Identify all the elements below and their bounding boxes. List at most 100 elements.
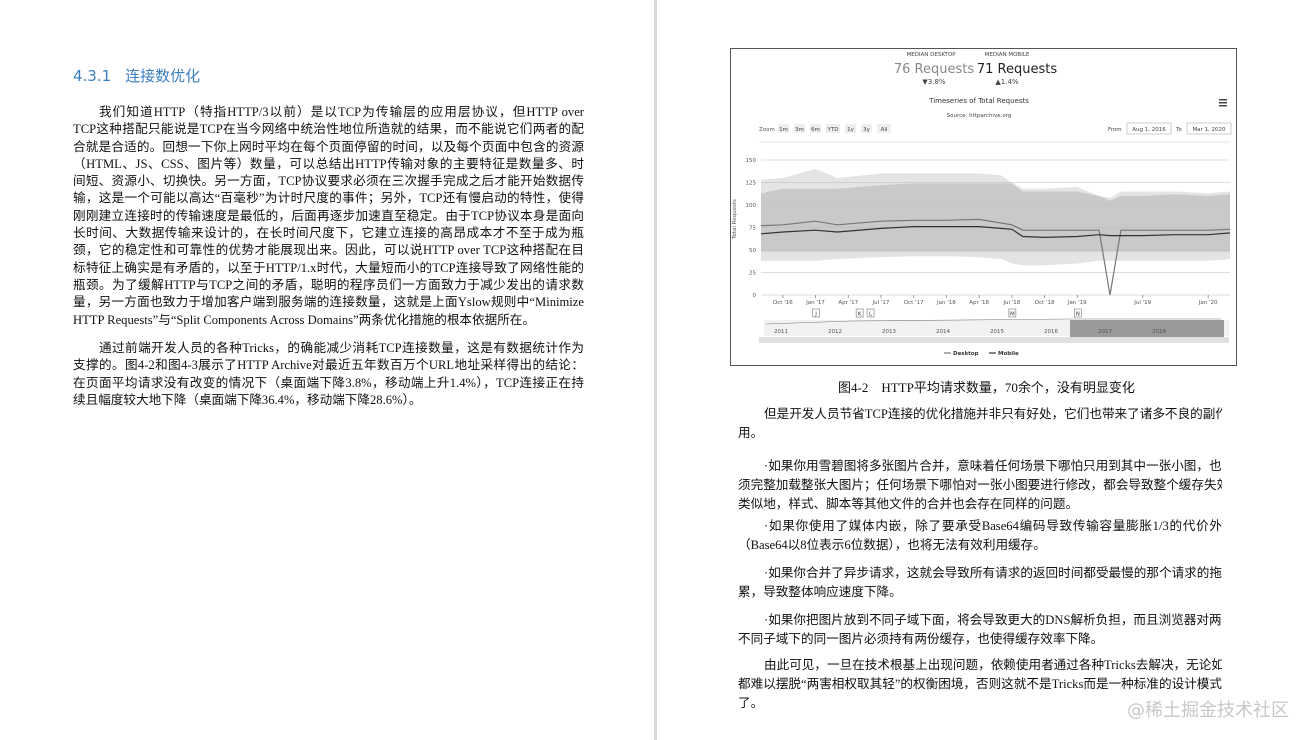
legend-item-mobile[interactable]: Mobile [998,351,1019,357]
median-mobile-value: 71 Requests [977,62,1057,77]
text-line: 在页面平均请求没有改变的情况下（桌面端下降3.8%，移动端上升1.4%），TCP… [73,375,584,390]
text-line: 长时间、大数据传输来设计的，在长时间尺度下，它建立连接的高昂成本才不至于成为瓶 [73,226,584,241]
paragraph: 我们知道HTTP（特指HTTP/3以前）是以TCP为传输层的应用层协议，但HTT… [73,104,584,329]
y-tick-label: 75 [749,226,756,232]
event-flag [1074,308,1082,318]
to-date-value: Mar 1, 2020 [1192,127,1226,133]
y-tick-label: 150 [746,158,757,164]
hamburger-menu-icon[interactable] [1219,99,1227,101]
text-line: 了。 [738,696,764,710]
zoom-button-label: 3m [795,127,804,133]
text-line: 由此可见，一旦在技术根基上出现问题，依赖使用者通过各种Tricks去解决，无论如… [764,658,1222,672]
text-line: 合就是合适的。回想一下你上网时平均在每个页面停留的时间，以及每个页面中包含的资源 [73,139,584,154]
navigator-year-label: 2014 [936,329,950,335]
text-line: 标特征上确实是有矛盾的，以至于HTTP/1.x时代，大量短而小的TCP连接导致了… [73,260,584,275]
zoom-button-label: All [881,127,888,133]
zoom-button-ytd[interactable] [826,124,840,133]
text-line: 颈，它的稳定性和可靠性的优势才能展现出来。因此，可以说HTTP over TCP… [73,243,584,258]
text-line: （HTML、JS、CSS、图片等）数量，可以总结出HTTP传输对象的主要特征是数… [73,156,584,171]
event-flag [866,308,875,318]
text-line: 我们知道HTTP（特指HTTP/3以前）是以TCP为传输层的应用层协议，但HTT… [99,105,584,119]
legend-item-desktop[interactable]: Desktop [953,351,979,357]
text-line: 通过前端开发人员的各种Tricks，的确能减少消耗TCP连接数量，这是有数据统计… [99,341,584,355]
text-line: 不同子域下的同一图片必须持有两份缓存，也使得缓存效率下降。 [738,632,1104,646]
series-line-desktop [760,218,1231,296]
x-tick-label: Jul '19 [1133,300,1151,306]
zoom-label: Zoom [759,127,775,133]
event-flag-label: K [858,312,862,318]
text-line: 但是开发人员节省TCP连接的优化措施并非只有好处，它们也带来了诸多不良的副作 [764,407,1222,421]
event-flag-label: J [814,312,817,318]
median-desktop-label: MEDIAN DESKTOP [906,52,956,58]
left-page: 4.3.1 连接数优化 我们知道HTTP（特指HTTP/3以前）是以TCP为传输层… [73,65,584,409]
zoom-button-1m[interactable] [778,124,789,133]
zoom-button-label: 3y [863,127,870,133]
event-flag [1008,308,1017,318]
hamburger-menu-icon[interactable] [1219,105,1227,107]
section-number: 4.3.1 [73,67,112,85]
figure-caption: 图4-2 HTTP平均请求数量，70余个，没有明显变化 [838,380,1135,395]
percentile-band-1 [761,183,1230,252]
y-tick-label: 100 [746,203,757,209]
y-tick-label: 0 [753,293,757,299]
zoom-button-label: 6m [811,127,820,133]
text-line: ·如果你合并了异步请求，这就会导致所有请求的返回时间都受最慢的那个请求的拖 [764,566,1222,580]
figure-chart: MEDIAN DESKTOP MEDIAN MOBILE 76 Requests 71… [730,48,1237,366]
text-line: 须完整加载整张大图片；任何场景下哪怕对一张小图要进行修改，都会导致整个缓存失效， [738,478,1222,492]
navigator-year-label: 2011 [774,329,788,335]
to-date-input[interactable] [1186,122,1232,135]
zoom-button-all[interactable] [877,124,891,133]
hamburger-menu-icon[interactable] [1219,102,1227,104]
event-flag-label: N [1076,312,1080,318]
event-flag [812,308,820,318]
page-divider [654,0,657,740]
text-line: 间短、资源小、切换快。另一方面，TCP协议要求必须在三次握手完成之后才能开始数据… [73,174,584,189]
zoom-button-1y[interactable] [845,124,856,133]
x-tick-label: Apr '18 [969,300,989,306]
section-heading: 4.3.1 连接数优化 [73,65,214,86]
paragraph: 但是开发人员节省TCP连接的优化措施并非只有好处，它们也带来了诸多不良的副作 用。 [738,405,1222,443]
x-tick-label: Apr '17 [838,300,858,306]
median-mobile-label: MEDIAN MOBILE [985,52,1030,58]
text-line: 支撑的。图4-2和图4-3展示了HTTP Archive对最近五年数百万个URL… [73,358,584,373]
x-tick-label: Jan '17 [805,300,825,306]
paragraph: 由此可见，一旦在技术根基上出现问题，依赖使用者通过各种Tricks去解决，无论如… [738,656,1222,713]
y-tick-label: 25 [749,271,756,277]
section-title: 连接数优化 [125,67,201,85]
median-desktop-change: ▼3.8% [922,78,946,86]
text-line: 量，另一方面也致力于增加客户端到服务端的连接数量，这就是上面Yslow规则中“M… [73,295,584,310]
text-line: 输，这是一个可能以高达“百毫秒”为计时尺度的事件；另外，TCP还有慢启动的特性，… [73,191,584,206]
text-line: 续且幅度较大地下降（桌面端下降36.4%，移动端下降28.6%）。 [73,392,422,407]
navigator-year-label: 2017 [1098,329,1112,335]
text-line: 用。 [738,426,764,440]
zoom-button-label: 1y [847,127,854,133]
zoom-button-6m[interactable] [810,124,821,133]
median-desktop-value: 76 Requests [894,62,974,77]
text-line: 累，导致整体响应速度下降。 [738,585,902,599]
watermark: @稀土掘金技术社区 [1127,700,1289,721]
text-line: HTTP Requests”与“Split Components Across … [73,312,535,327]
text-line: 刚刚建立连接时的传输速度是最低的，后面再逐步加速直至稳定。由于TCP协议本身是面… [73,208,584,223]
x-tick-label: Oct '18 [1035,300,1055,306]
chart-title: Timeseries of Total Requests [928,97,1029,105]
navigator-scrollbar[interactable] [759,337,1229,343]
chart-svg: MEDIAN DESKTOP MEDIAN MOBILE 76 Requests 71… [732,52,1232,357]
paragraph: ·如果你用雪碧图将多张图片合并，意味着任何场景下哪怕只用到其中一张小图，也必 须完… [738,457,1222,514]
zoom-button-3m[interactable] [794,124,805,133]
chart-subtitle: Source: httparchive.org [947,113,1012,119]
event-flag-label: M [1010,312,1015,318]
paragraph: ·如果你使用了媒体内嵌，除了要承受Base64编码导致传输容量膨胀1/3的代价外… [738,517,1222,555]
from-label: From [1108,127,1122,133]
from-date-value: Aug 1, 2016 [1132,127,1166,133]
to-label: To [1175,127,1182,133]
text-line: TCP这种搭配只能说是TCP在当今网络中统治性地位所造就的结果，而不能说它们两者… [73,122,584,137]
from-date-input[interactable] [1126,122,1172,135]
zoom-button-3y[interactable] [861,124,872,133]
x-tick-label: Jul '18 [1002,300,1020,306]
text-line: （Base64以8位表示6位数据），也将无法有效利用缓存。 [738,538,1046,552]
y-axis-label: Total Requests [732,199,738,240]
text-line: 瓶颈。为了缓解HTTP与TCP之间的矛盾，聪明的程序员们一方面致力于减少发出的请… [73,277,584,292]
paragraph: 通过前端开发人员的各种Tricks，的确能减少消耗TCP连接数量，这是有数据统计… [73,340,584,409]
navigator-year-label: 2012 [828,329,842,335]
text-line: ·如果你使用了媒体内嵌，除了要承受Base64编码导致传输容量膨胀1/3的代价外 [764,519,1222,533]
